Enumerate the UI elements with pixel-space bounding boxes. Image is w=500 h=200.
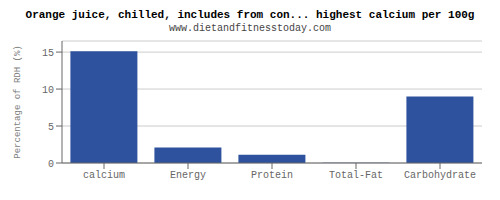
svg-text:0: 0: [48, 159, 54, 170]
svg-text:Energy: Energy: [170, 170, 206, 181]
html-text:Orange juice, chilled, include: Orange juice, chilled, includes from con…: [25, 9, 475, 21]
svg-text:Percentage of RDH (%): Percentage of RDH (%): [13, 45, 23, 158]
svg-text:10: 10: [42, 85, 54, 96]
svg-text:Carbohydrate: Carbohydrate: [404, 170, 476, 181]
svg-text:Protein: Protein: [251, 170, 293, 181]
svg-text:5: 5: [48, 122, 54, 133]
html-text:www.dietandfitnesstoday.com: www.dietandfitnesstoday.com: [169, 23, 331, 34]
svg-text:Total-Fat: Total-Fat: [329, 170, 383, 181]
svg-text:calcium: calcium: [83, 170, 125, 181]
svg-text:15: 15: [42, 48, 54, 59]
